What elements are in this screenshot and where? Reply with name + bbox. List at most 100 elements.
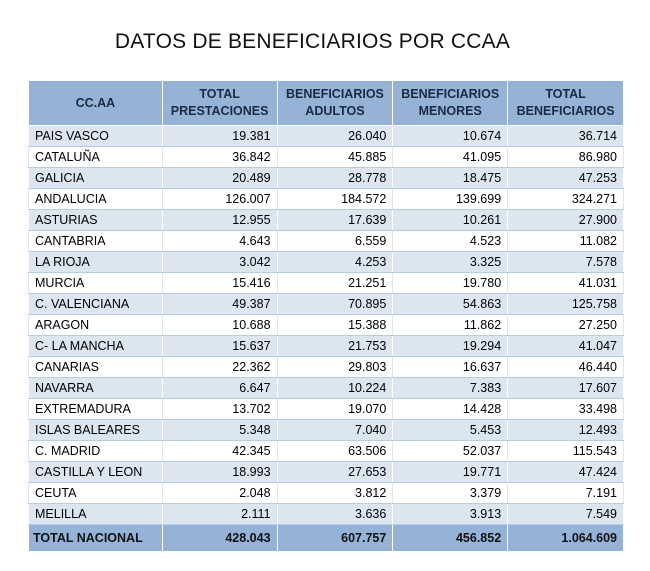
adultos-cell: 27.653 xyxy=(276,461,394,483)
table-row: MURCIA 15.416 21.251 19.780 41.031 xyxy=(28,272,624,294)
table-row: PAIS VASCO 19.381 26.040 10.674 36.714 xyxy=(28,125,624,147)
menores-cell: 18.475 xyxy=(392,167,509,189)
adultos-cell: 3.636 xyxy=(276,503,394,525)
table-row: CANARIAS 22.362 29.803 16.637 46.440 xyxy=(28,356,624,378)
region-cell: ARAGON xyxy=(28,314,163,336)
prestaciones-cell: 15.637 xyxy=(161,335,278,357)
beneficiaries-table: CC.AA TOTAL PRESTACIONES BENEFICIARIOS A… xyxy=(28,80,624,552)
col-header-line: BENEFICIARIOS xyxy=(516,104,615,118)
table-row: CANTABRIA 4.643 6.559 4.523 11.082 xyxy=(28,230,624,252)
col-header-line: TOTAL xyxy=(545,87,586,101)
col-header-line: TOTAL xyxy=(199,87,240,101)
prestaciones-cell: 126.007 xyxy=(161,188,278,210)
table-header: CC.AA TOTAL PRESTACIONES BENEFICIARIOS A… xyxy=(28,80,624,126)
total-beneficiarios-cell: 12.493 xyxy=(507,419,624,441)
table-body: PAIS VASCO 19.381 26.040 10.674 36.714 CATALU… xyxy=(28,125,624,525)
prestaciones-cell: 42.345 xyxy=(161,440,278,462)
total-adultos-cell: 607.757 xyxy=(276,524,394,552)
menores-cell: 11.862 xyxy=(392,314,509,336)
table-row: GALICIA 20.489 28.778 18.475 47.253 xyxy=(28,167,624,189)
region-cell: C. VALENCIANA xyxy=(28,293,163,315)
menores-cell: 10.674 xyxy=(392,125,509,147)
prestaciones-cell: 13.702 xyxy=(161,398,278,420)
region-cell: PAIS VASCO xyxy=(28,125,163,147)
adultos-cell: 184.572 xyxy=(276,188,394,210)
menores-cell: 19.294 xyxy=(392,335,509,357)
adultos-cell: 45.885 xyxy=(276,146,394,168)
region-cell: C. MADRID xyxy=(28,440,163,462)
table-row: ANDALUCIA 126.007 184.572 139.699 324.271 xyxy=(28,188,624,210)
prestaciones-cell: 22.362 xyxy=(161,356,278,378)
region-cell: CEUTA xyxy=(28,482,163,504)
menores-cell: 3.913 xyxy=(392,503,509,525)
total-beneficiarios-cell: 7.191 xyxy=(507,482,624,504)
total-beneficiarios-cell: 86.980 xyxy=(507,146,624,168)
col-header-line: BENEFICIARIOS xyxy=(401,87,500,101)
table-row: EXTREMADURA 13.702 19.070 14.428 33.498 xyxy=(28,398,624,420)
prestaciones-cell: 18.993 xyxy=(161,461,278,483)
region-cell: MELILLA xyxy=(28,503,163,525)
menores-cell: 10.261 xyxy=(392,209,509,231)
table-row: C- LA MANCHA 15.637 21.753 19.294 41.047 xyxy=(28,335,624,357)
total-beneficiarios-cell: 7.549 xyxy=(507,503,624,525)
total-beneficiarios-cell: 1.064.609 xyxy=(507,524,624,552)
col-header-line: MENORES xyxy=(418,104,482,118)
menores-cell: 16.637 xyxy=(392,356,509,378)
prestaciones-cell: 19.381 xyxy=(161,125,278,147)
table-row: LA RIOJA 3.042 4.253 3.325 7.578 xyxy=(28,251,624,273)
total-beneficiarios-cell: 41.047 xyxy=(507,335,624,357)
region-cell: EXTREMADURA xyxy=(28,398,163,420)
prestaciones-cell: 6.647 xyxy=(161,377,278,399)
menores-cell: 19.780 xyxy=(392,272,509,294)
total-beneficiarios-cell: 36.714 xyxy=(507,125,624,147)
total-beneficiarios-cell: 115.543 xyxy=(507,440,624,462)
menores-cell: 54.863 xyxy=(392,293,509,315)
prestaciones-cell: 36.842 xyxy=(161,146,278,168)
total-beneficiarios-cell: 47.253 xyxy=(507,167,624,189)
total-beneficiarios-cell: 17.607 xyxy=(507,377,624,399)
table-row: C. MADRID 42.345 63.506 52.037 115.543 xyxy=(28,440,624,462)
prestaciones-cell: 15.416 xyxy=(161,272,278,294)
region-cell: CATALUÑA xyxy=(28,146,163,168)
total-beneficiarios-cell: 324.271 xyxy=(507,188,624,210)
table-footer: TOTAL NACIONAL 428.043 607.757 456.852 1… xyxy=(28,524,624,552)
prestaciones-cell: 2.111 xyxy=(161,503,278,525)
region-cell: ISLAS BALEARES xyxy=(28,419,163,441)
adultos-cell: 21.251 xyxy=(276,272,394,294)
col-header-total-beneficiarios: TOTAL BENEFICIARIOS xyxy=(507,80,624,126)
col-header-line: BENEFICIARIOS xyxy=(285,87,384,101)
total-prestaciones-cell: 428.043 xyxy=(161,524,278,552)
region-cell: CASTILLA Y LEON xyxy=(28,461,163,483)
menores-cell: 14.428 xyxy=(392,398,509,420)
region-cell: CANTABRIA xyxy=(28,230,163,252)
prestaciones-cell: 4.643 xyxy=(161,230,278,252)
page-title: DATOS DE BENEFICIARIOS POR CCAA xyxy=(114,30,511,53)
menores-cell: 7.383 xyxy=(392,377,509,399)
col-header-beneficiarios-menores: BENEFICIARIOS MENORES xyxy=(392,80,509,126)
table-row: NAVARRA 6.647 10.224 7.383 17.607 xyxy=(28,377,624,399)
header-row: CC.AA TOTAL PRESTACIONES BENEFICIARIOS A… xyxy=(28,80,624,126)
col-header-total-prestaciones: TOTAL PRESTACIONES xyxy=(161,80,278,126)
col-header-ccaa: CC.AA xyxy=(28,80,163,126)
region-cell: ANDALUCIA xyxy=(28,188,163,210)
menores-cell: 139.699 xyxy=(392,188,509,210)
adultos-cell: 10.224 xyxy=(276,377,394,399)
total-beneficiarios-cell: 27.900 xyxy=(507,209,624,231)
prestaciones-cell: 3.042 xyxy=(161,251,278,273)
menores-cell: 5.453 xyxy=(392,419,509,441)
total-label: TOTAL NACIONAL xyxy=(28,524,163,552)
adultos-cell: 3.812 xyxy=(276,482,394,504)
adultos-cell: 6.559 xyxy=(276,230,394,252)
region-cell: CANARIAS xyxy=(28,356,163,378)
prestaciones-cell: 5.348 xyxy=(161,419,278,441)
total-beneficiarios-cell: 47.424 xyxy=(507,461,624,483)
prestaciones-cell: 10.688 xyxy=(161,314,278,336)
adultos-cell: 19.070 xyxy=(276,398,394,420)
menores-cell: 3.379 xyxy=(392,482,509,504)
table-row: CATALUÑA 36.842 45.885 41.095 86.980 xyxy=(28,146,624,168)
adultos-cell: 21.753 xyxy=(276,335,394,357)
adultos-cell: 17.639 xyxy=(276,209,394,231)
table-row: ISLAS BALEARES 5.348 7.040 5.453 12.493 xyxy=(28,419,624,441)
total-row: TOTAL NACIONAL 428.043 607.757 456.852 1… xyxy=(28,524,624,552)
region-cell: LA RIOJA xyxy=(28,251,163,273)
